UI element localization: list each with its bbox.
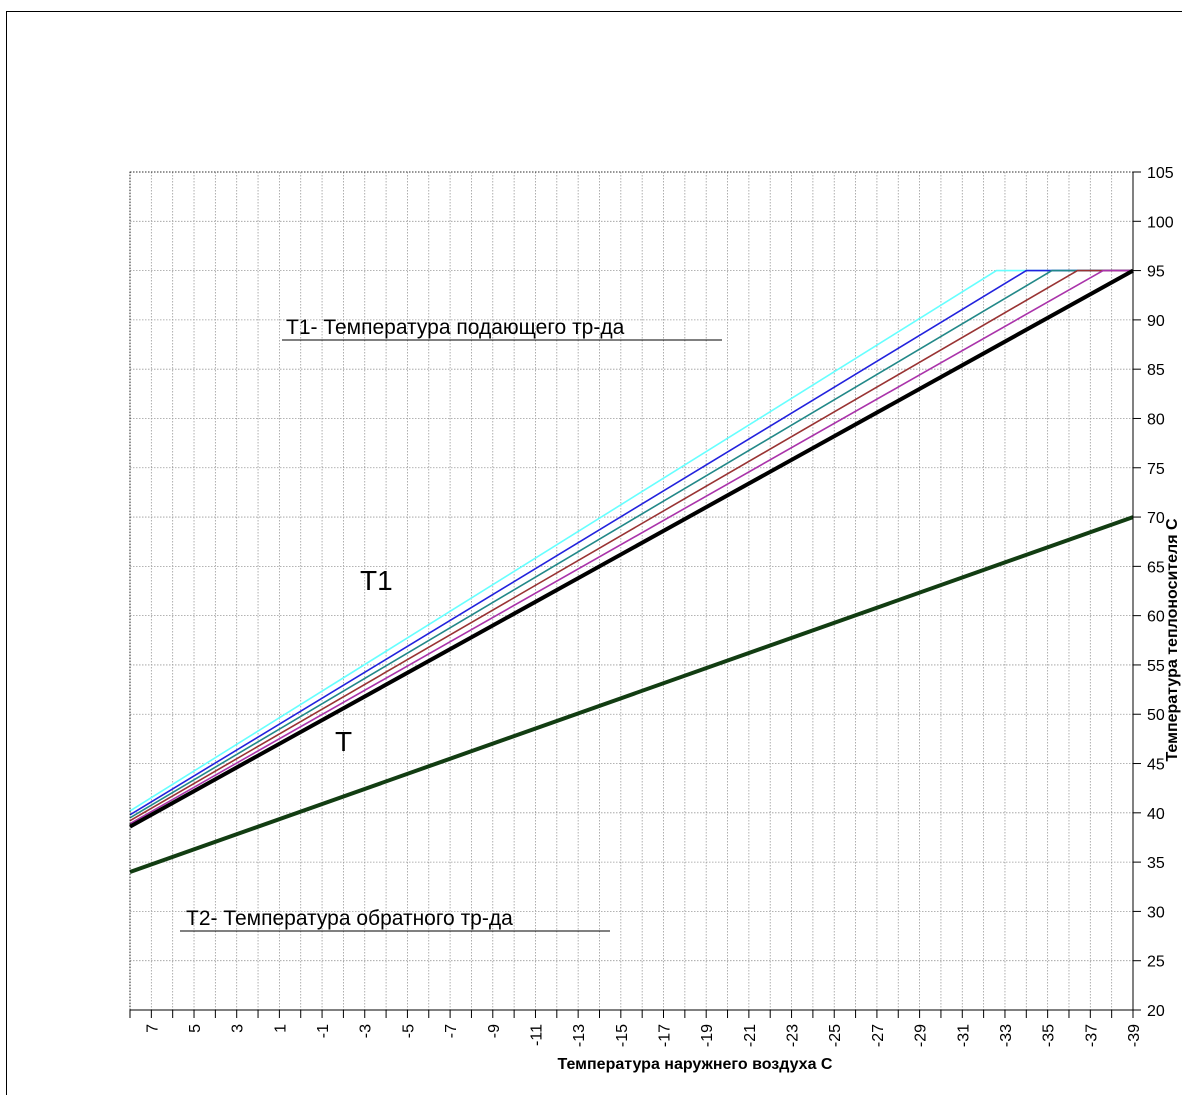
y-tick-label: 80: [1147, 411, 1165, 428]
y-tick-label: 25: [1147, 954, 1165, 971]
y-tick-label: 60: [1147, 609, 1165, 626]
x-tick-label: -1: [315, 1024, 332, 1038]
x-tick-label: -27: [870, 1024, 887, 1047]
x-tick-label: -17: [657, 1024, 674, 1047]
x-tick-label: -39: [1126, 1024, 1143, 1047]
x-tick-label: -3: [358, 1024, 375, 1038]
y-tick-labels: 105 100 95 90 85 80 75 70 65 60 55 50 45 40 35 30 25 20: [1147, 165, 1174, 1020]
x-tick-label: -31: [955, 1024, 972, 1047]
series-line-1: [129, 269, 1133, 812]
x-tick-labels: 7 5 3 1 -1 -3 -5 -7 -9 -11 -13 -15 -17 -19 -21 -23 -25 -2…: [144, 1024, 1143, 1047]
x-tick-label: -5: [400, 1024, 417, 1038]
x-tick-label: -29: [913, 1024, 930, 1047]
x-tick-label: -37: [1083, 1024, 1100, 1047]
y-tick-label: 40: [1147, 806, 1165, 823]
x-tick-label: -35: [1041, 1024, 1058, 1047]
y-tick-label: 65: [1147, 559, 1165, 576]
y-tick-label: 50: [1147, 707, 1165, 724]
y-tick-label: 95: [1147, 264, 1165, 281]
y-tick-label: 75: [1147, 461, 1165, 478]
y-tick-label: 85: [1147, 362, 1165, 379]
x-tick-label: -15: [614, 1024, 631, 1047]
series-line-7: [129, 515, 1134, 874]
y-axis-title: Температура теплоносителя С: [1164, 518, 1181, 762]
x-tick-label: -7: [443, 1024, 460, 1038]
x-tick-label: -21: [742, 1024, 759, 1047]
x-tick-label: 3: [230, 1024, 247, 1033]
y-tick-label: 90: [1147, 313, 1165, 330]
series-line-5: [129, 269, 1133, 825]
chart-frame: [6, 11, 1182, 1095]
x-tick-label: -11: [528, 1024, 545, 1046]
y-tick-label: 100: [1147, 214, 1174, 231]
x-tick-label: 1: [272, 1024, 289, 1033]
x-tick-label: 5: [187, 1024, 204, 1033]
y-tick-label: 55: [1147, 658, 1165, 675]
x-tick-label: -33: [998, 1024, 1015, 1047]
series-group: [129, 268, 1134, 874]
y-tick-label: 105: [1147, 165, 1174, 182]
x-tick-label: 7: [144, 1024, 161, 1033]
x-tick-label: -23: [785, 1024, 802, 1047]
x-tick-label: -25: [827, 1024, 844, 1047]
series-line-6: [129, 268, 1134, 829]
t-line-label: Т: [335, 726, 352, 757]
grid: [129, 171, 1134, 1011]
y-tick-label: 45: [1147, 757, 1165, 774]
t1-line-label: Т1: [360, 565, 393, 596]
x-tick-label: -13: [571, 1024, 588, 1047]
y-tick-label: 35: [1147, 855, 1165, 872]
y-tick-label: 30: [1147, 904, 1165, 921]
t2-caption: Т2- Температура обратного тр-да: [186, 907, 513, 930]
t1-caption: Т1- Температура подающего тр-да: [286, 316, 625, 339]
x-tick-label: -19: [699, 1024, 716, 1047]
y-tick-label: 70: [1147, 510, 1165, 527]
x-axis-title: Температура наружнего воздуха С: [558, 1056, 833, 1073]
x-tick-label: -9: [486, 1024, 503, 1038]
axes: [129, 171, 1141, 1018]
y-tick-label: 20: [1147, 1003, 1165, 1020]
